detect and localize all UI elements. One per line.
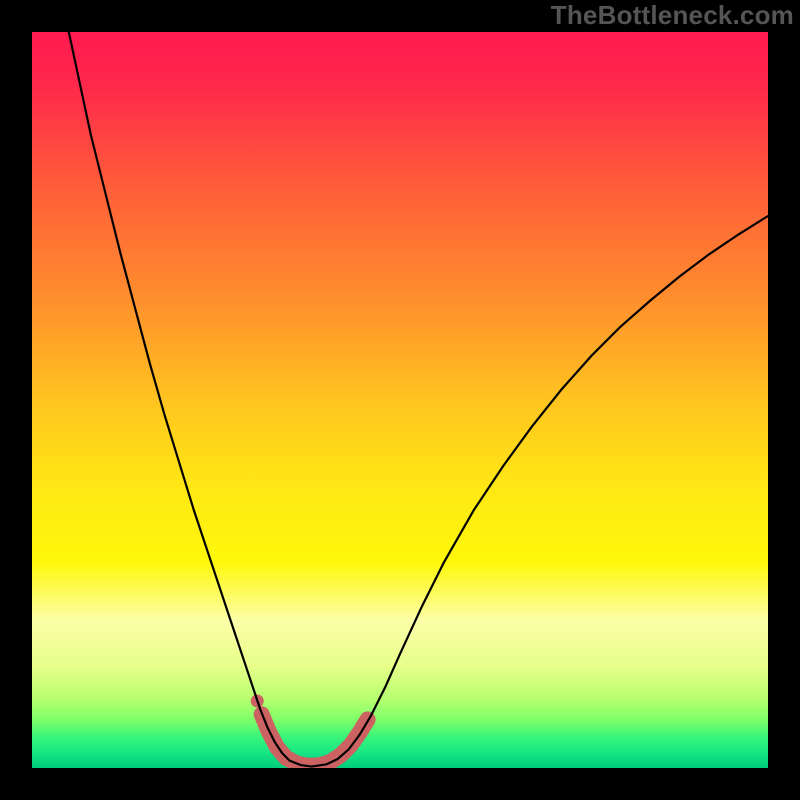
bottleneck-chart <box>0 0 800 800</box>
chart-frame: TheBottleneck.com <box>0 0 800 800</box>
watermark-text: TheBottleneck.com <box>551 0 794 31</box>
